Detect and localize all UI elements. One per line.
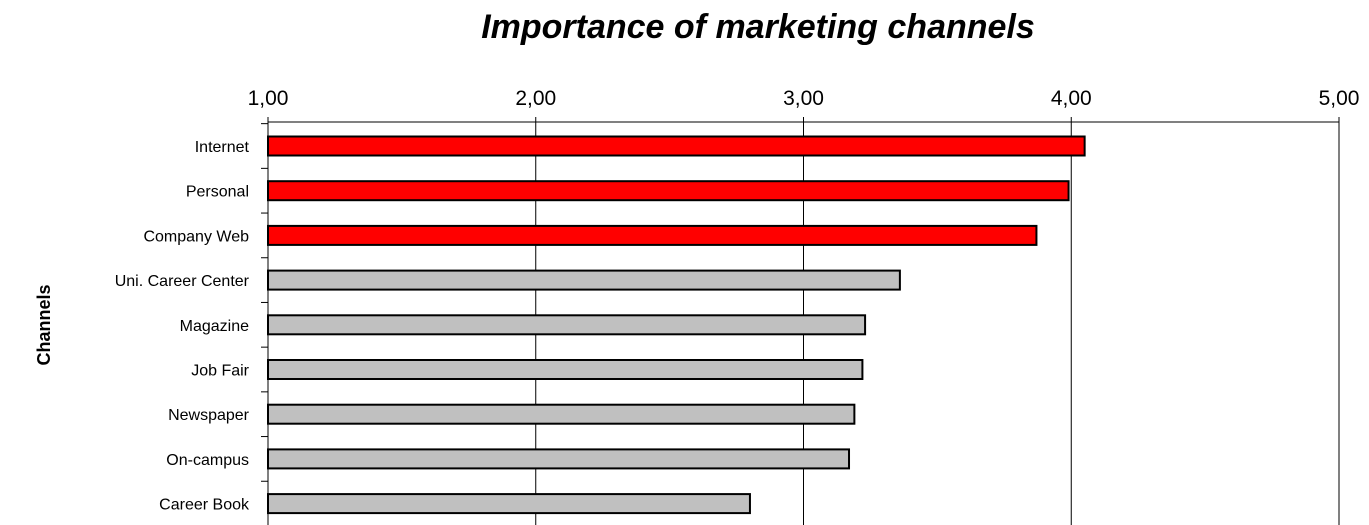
bar [267,224,1038,246]
category-label: Magazine [180,318,249,335]
bar [267,493,751,515]
category-labels: Internet Personal Company Web Uni. Career C… [115,139,250,514]
y-axis-title: Channels [34,284,54,365]
x-tick-label: 2,00 [515,87,556,110]
chart-title: Importance of marketing channels [481,8,1035,46]
category-label: Internet [195,139,250,156]
category-label: Personal [186,184,249,201]
bars [267,135,1086,515]
category-label: Company Web [143,228,249,245]
x-tick-label: 5,00 [1319,87,1360,110]
x-tick-label: 4,00 [1051,87,1092,110]
category-label: Newspaper [168,407,250,424]
category-label: Career Book [159,497,250,514]
bar [267,135,1086,157]
x-tick-label: 1,00 [248,87,289,110]
bar [267,180,1070,202]
category-label: On-campus [166,452,249,469]
x-tick-label: 3,00 [783,87,824,110]
bar [267,403,856,425]
x-axis-ticks: 1,00 2,00 3,00 4,00 5,00 [248,87,1360,110]
bar [267,269,901,291]
category-label: Job Fair [191,363,249,380]
bar [267,359,864,380]
bar [267,314,867,336]
category-label: Uni. Career Center [115,273,250,290]
bar [267,448,851,470]
